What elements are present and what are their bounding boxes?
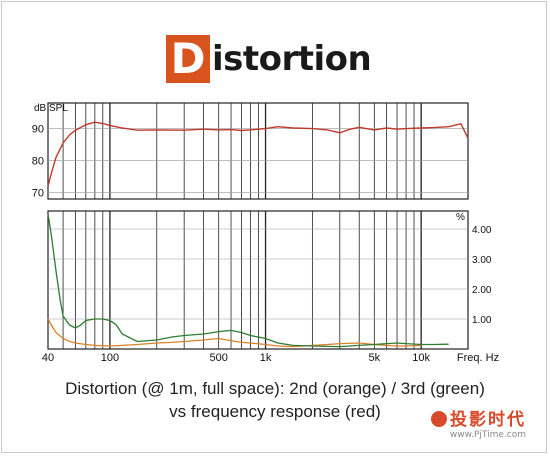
title-badge-letter: D — [166, 35, 210, 83]
dist-ytick-label: 1.00 — [472, 315, 492, 326]
watermark-text: 投影时代 — [450, 410, 526, 430]
fr-ylabel: dB SPL — [34, 103, 68, 114]
dist-panel-frame — [47, 210, 469, 350]
title-text: istortion — [212, 39, 372, 79]
xlabel: Freq. Hz — [457, 352, 499, 364]
xtick-label: 40 — [42, 352, 54, 364]
xtick-label: 500 — [210, 352, 228, 364]
dist-ytick-label: 2.00 — [472, 285, 492, 296]
xtick-label: 1k — [260, 352, 272, 364]
chart-title: D istortion — [166, 35, 372, 83]
watermark: 投影时代 www.PjTime.com — [431, 405, 526, 440]
dist-ytick-label: 3.00 — [472, 255, 492, 266]
watermark-logo-icon — [431, 411, 447, 427]
dist-series-line-3rd — [47, 213, 449, 348]
fr-panel-frame — [47, 102, 469, 200]
dist-ylabel: % — [456, 212, 465, 223]
caption-line-2: vs frequency response (red) — [169, 402, 381, 421]
fr-series-line — [47, 121, 469, 187]
xtick-label: 100 — [101, 352, 119, 364]
fr-ytick-label: 80 — [32, 156, 44, 168]
caption-line-1: Distortion (@ 1m, full space): 2nd (oran… — [65, 379, 485, 398]
dist-ytick-label: 4.00 — [472, 225, 492, 236]
xtick-label: 5k — [368, 352, 380, 364]
watermark-url: www.PjTime.com — [449, 430, 526, 440]
fr-ytick-label: 70 — [32, 188, 44, 200]
dist-series-line-2nd — [47, 318, 422, 348]
fr-ytick-label: 90 — [32, 124, 44, 136]
xtick-label: 10k — [412, 352, 430, 364]
